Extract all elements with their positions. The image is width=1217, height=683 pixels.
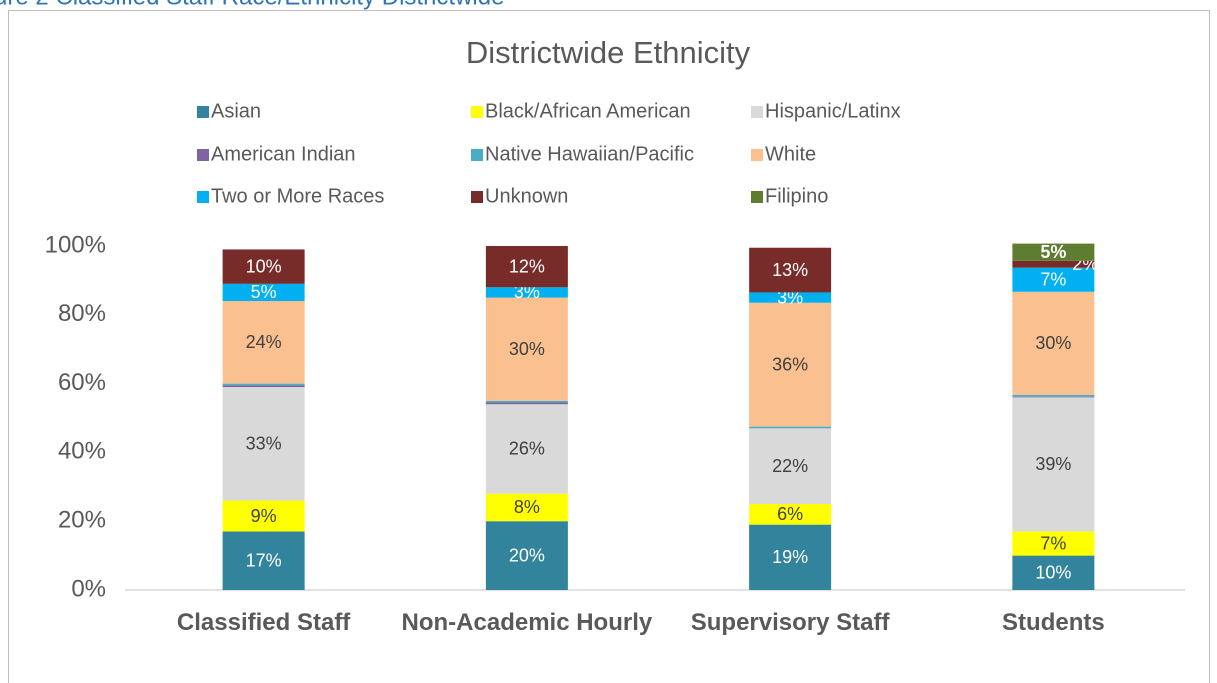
bar-segment bbox=[749, 426, 832, 429]
bar-segment bbox=[749, 504, 832, 525]
data-label: 39% bbox=[1035, 454, 1071, 474]
x-tick-label: Students bbox=[1002, 609, 1105, 636]
x-tick-label: Classified Staff bbox=[177, 609, 351, 636]
data-label: 30% bbox=[509, 339, 545, 359]
bar-segment bbox=[222, 385, 305, 388]
bar-segment bbox=[485, 521, 568, 590]
bar-segment bbox=[222, 283, 305, 302]
chart-title: Districtwide Ethnicity bbox=[466, 35, 751, 70]
legend-swatch bbox=[197, 149, 209, 161]
data-label: 33% bbox=[246, 434, 282, 454]
bar-segment bbox=[485, 400, 568, 403]
bar-segment bbox=[1012, 531, 1095, 556]
bar-segment bbox=[485, 404, 568, 494]
y-tick-label: 60% bbox=[58, 369, 106, 396]
legend-label: Hispanic/Latinx bbox=[765, 100, 901, 122]
legend-swatch bbox=[197, 191, 209, 203]
data-label: 20% bbox=[509, 545, 545, 565]
data-label: 7% bbox=[1040, 533, 1066, 553]
data-label: 13% bbox=[772, 260, 808, 280]
bar-segment bbox=[222, 531, 305, 590]
bar-segment bbox=[1012, 291, 1095, 395]
bar-segment bbox=[1012, 394, 1095, 397]
legend-swatch bbox=[471, 149, 483, 161]
bar-segment bbox=[485, 402, 568, 405]
bar-segment bbox=[485, 287, 568, 298]
y-tick-label: 20% bbox=[58, 507, 106, 534]
bar-segment bbox=[749, 524, 832, 590]
legend-label: Asian bbox=[211, 100, 261, 122]
data-label: 9% bbox=[251, 506, 277, 526]
x-tick-label: Non-Academic Hourly bbox=[402, 609, 653, 636]
bar-segment bbox=[749, 292, 832, 303]
legend-swatch bbox=[471, 191, 483, 203]
bar-segment bbox=[1012, 267, 1095, 292]
y-tick-label: 40% bbox=[58, 438, 106, 465]
bar-segment bbox=[1012, 260, 1095, 268]
y-tick-label: 0% bbox=[71, 575, 106, 602]
bar-segment bbox=[749, 247, 832, 293]
data-label: 36% bbox=[772, 354, 808, 374]
legend-swatch bbox=[751, 149, 763, 161]
data-label: 5% bbox=[251, 282, 277, 302]
bar-segment bbox=[1012, 397, 1095, 532]
legend-label: Unknown bbox=[485, 185, 568, 207]
data-label: 22% bbox=[772, 456, 808, 476]
bar-segment bbox=[222, 387, 305, 501]
data-label: 24% bbox=[246, 332, 282, 352]
y-tick-label: 80% bbox=[58, 300, 106, 327]
bar-segment bbox=[222, 301, 305, 384]
legend-swatch bbox=[751, 191, 763, 203]
bar-segment bbox=[485, 297, 568, 401]
bar-segment bbox=[485, 246, 568, 288]
y-tick-label: 100% bbox=[45, 231, 106, 258]
bar-segment bbox=[1012, 396, 1095, 398]
legend-swatch bbox=[471, 106, 483, 118]
legend-label: Native Hawaiian/Pacific bbox=[485, 143, 694, 165]
legend-label: Filipino bbox=[765, 185, 828, 207]
data-label: 6% bbox=[777, 504, 803, 524]
bar-segment bbox=[1012, 555, 1095, 590]
data-label: 17% bbox=[246, 551, 282, 571]
data-label: 10% bbox=[246, 256, 282, 276]
legend-swatch bbox=[197, 106, 209, 118]
x-tick-label: Supervisory Staff bbox=[691, 609, 891, 636]
bar-segment bbox=[222, 500, 305, 532]
bar-segment bbox=[749, 302, 832, 427]
legend-swatch bbox=[751, 106, 763, 118]
bar-segment bbox=[485, 493, 568, 522]
bar-segment bbox=[222, 249, 305, 284]
legend-label: Black/African American bbox=[485, 100, 691, 122]
data-label: 7% bbox=[1040, 269, 1066, 289]
chart-border bbox=[8, 10, 1210, 683]
caption: ure 2 Classified Staff Race/Ethnicity Di… bbox=[0, 0, 504, 10]
legend-label: Two or More Races bbox=[211, 185, 384, 207]
data-label: 12% bbox=[509, 256, 545, 276]
data-label: 8% bbox=[514, 497, 540, 517]
data-label: 26% bbox=[509, 439, 545, 459]
data-label: 19% bbox=[772, 547, 808, 567]
data-label: 10% bbox=[1035, 563, 1071, 583]
bar-segment bbox=[749, 428, 832, 504]
legend-label: American Indian bbox=[211, 143, 356, 165]
data-label: 30% bbox=[1035, 333, 1071, 353]
data-label: 5% bbox=[1040, 242, 1066, 262]
bar-segment bbox=[222, 383, 305, 386]
legend-label: White bbox=[765, 143, 816, 165]
bar-segment bbox=[1012, 243, 1095, 261]
